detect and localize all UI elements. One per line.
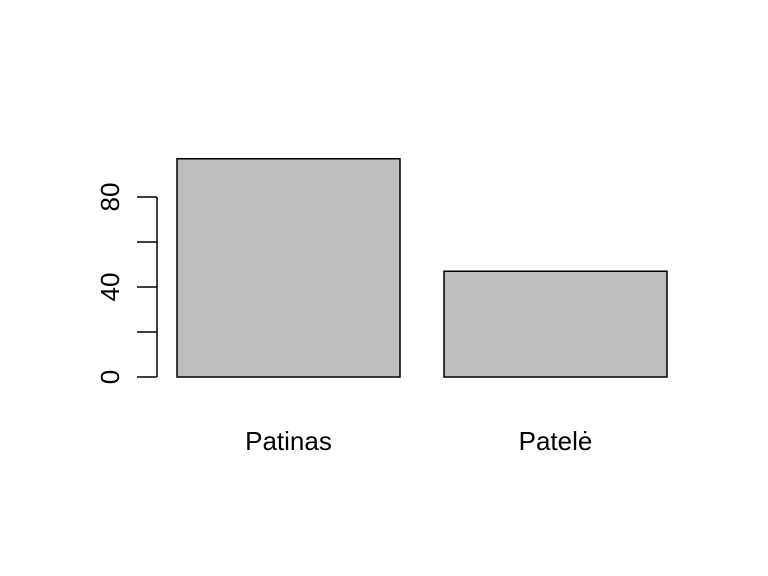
y-axis: 0 40 80 [95,183,158,384]
y-tick-label: 80 [95,183,125,212]
x-category-label: Patelė [519,426,593,456]
bar-patel- [443,270,668,378]
bar-patinas [176,158,401,378]
y-tick-label: 40 [95,273,125,302]
bars-group [176,158,668,378]
x-category-label: Patinas [245,426,332,456]
x-axis-labels: Patinas Patelė [245,426,592,456]
y-tick-label: 0 [95,370,125,384]
